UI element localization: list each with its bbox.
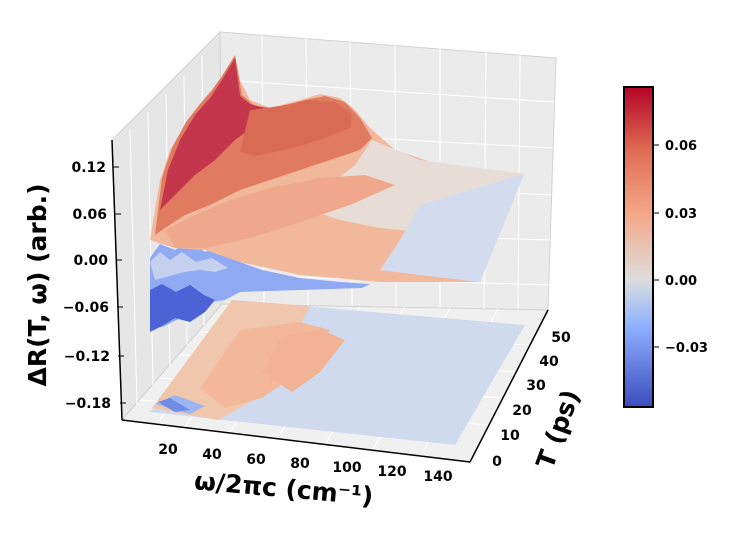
x-tick-label: 80 <box>290 456 310 472</box>
colorbar-tick-label: −0.03 <box>665 341 708 356</box>
y-axis-label: T (ps) <box>530 386 585 472</box>
surface-curtain <box>150 240 370 332</box>
x-tick-label: 40 <box>202 447 222 463</box>
x-tick-label: 120 <box>377 464 406 480</box>
surface-top <box>150 55 524 282</box>
x-tick-label: 60 <box>246 452 266 468</box>
x-tick-label: 100 <box>332 460 361 476</box>
z-tick-label: 0.12 <box>71 160 106 176</box>
colorbar-tick-label: 0.03 <box>665 207 697 222</box>
colorbar-gradient <box>623 86 654 408</box>
z-tick-label: −0.12 <box>64 349 110 365</box>
axes-lines <box>111 139 549 463</box>
floor-contour <box>150 300 525 445</box>
x-tick-label: 140 <box>423 469 452 485</box>
y-tick-label: 30 <box>526 378 546 394</box>
z-axis: 0.12 0.06 0.00 −0.06 −0.12 −0.18 ΔR(T, ω… <box>23 160 126 412</box>
x-tick-label: 20 <box>158 442 178 458</box>
z-tick-label: 0.00 <box>73 253 108 269</box>
colorbar-tick-label: 0.06 <box>665 139 697 154</box>
colorbar-tick-label: 0.00 <box>665 274 697 289</box>
z-tick-label: 0.06 <box>72 207 107 223</box>
colorbar: 0.06 0.03 0.00 −0.03 <box>623 86 708 408</box>
y-tick-label: 50 <box>551 330 571 346</box>
y-tick-label: 0 <box>492 454 502 470</box>
y-tick-label: 40 <box>539 354 559 370</box>
y-tick-label: 20 <box>512 403 532 419</box>
z-tick-label: −0.18 <box>65 396 111 412</box>
y-tick-label: 10 <box>500 428 520 444</box>
z-axis-label: ΔR(T, ω) (arb.) <box>23 183 52 386</box>
z-tick-label: −0.06 <box>63 300 109 316</box>
